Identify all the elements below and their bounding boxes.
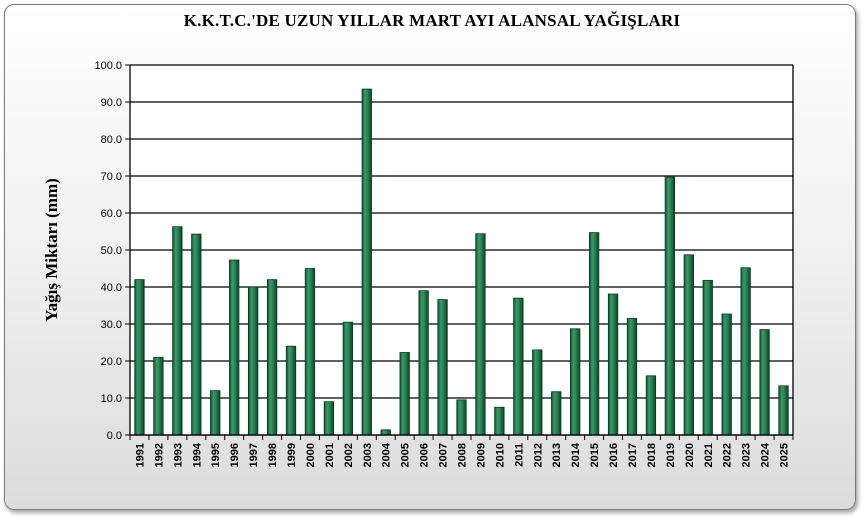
- x-tick-label: 2014: [570, 442, 582, 467]
- y-tick-label: 20.0: [101, 356, 122, 368]
- bar-2024: [759, 329, 770, 436]
- x-tick-label: 2025: [779, 443, 791, 467]
- bar-2003: [361, 88, 372, 436]
- bar-2011: [513, 297, 524, 436]
- y-tick-label: 90.0: [101, 97, 122, 109]
- bar-2007: [437, 299, 448, 436]
- x-tick-label: 2023: [741, 443, 753, 467]
- bar-2023: [740, 267, 751, 436]
- bar-1991: [134, 279, 145, 436]
- bar-1998: [266, 279, 278, 436]
- x-tick-label: 1995: [210, 443, 222, 467]
- x-tick-label: 2024: [760, 442, 772, 467]
- x-tick-label: 2011: [513, 443, 525, 467]
- bar-2001: [323, 401, 335, 436]
- y-tick-label: 50.0: [101, 245, 122, 257]
- bar-2008: [456, 399, 467, 436]
- x-tick-label: 2012: [532, 443, 544, 467]
- x-tick-label: 2004: [381, 442, 393, 467]
- y-tick-label: 70.0: [101, 171, 122, 183]
- x-tick-label: 2010: [494, 443, 506, 467]
- bar-1994: [191, 233, 202, 436]
- x-tick-label: 1994: [191, 442, 203, 467]
- x-tick-label: 2005: [400, 443, 412, 467]
- bar-2015: [588, 232, 600, 436]
- y-tick-label: 30.0: [101, 319, 122, 331]
- x-tick-label: 2003: [362, 443, 374, 467]
- bar-2004: [380, 429, 391, 436]
- bar-2016: [607, 293, 619, 436]
- bar-1999: [285, 345, 297, 436]
- x-tick-label: 2022: [722, 443, 734, 467]
- y-tick-label: 60.0: [101, 208, 122, 220]
- y-tick-label: 100.0: [94, 60, 122, 72]
- bar-2025: [778, 385, 789, 436]
- x-tick-label: 1993: [172, 443, 184, 467]
- x-tick-label: 2021: [703, 443, 715, 467]
- bar-1995: [210, 390, 221, 436]
- y-tick-label: 80.0: [101, 134, 122, 146]
- x-tick-label: 1999: [286, 443, 298, 467]
- x-tick-label: 2002: [343, 443, 355, 467]
- x-tick-label: 2006: [419, 443, 431, 467]
- x-tick-label: 2017: [627, 443, 639, 467]
- x-tick-label: 2019: [665, 443, 677, 467]
- chart-title: K.K.T.C.'DE UZUN YILLAR MART AYI ALANSAL…: [183, 11, 681, 30]
- bar-1996: [229, 259, 240, 436]
- x-tick-label: 2013: [551, 443, 563, 467]
- bar-2022: [721, 313, 732, 436]
- axes: [129, 65, 794, 436]
- bar-2002: [342, 321, 353, 436]
- x-tick-label: 2015: [589, 443, 601, 467]
- x-tick-label: 1997: [248, 443, 260, 467]
- y-tick-labels: 0.0 10.0 20.0 30.0 40.0 50.0 60.0 70.0 80.0 90.0 1…: [94, 60, 122, 442]
- bar-2000: [304, 268, 316, 436]
- bar-2013: [551, 391, 562, 436]
- x-tick-label: 2001: [324, 443, 336, 467]
- bar-2009: [475, 233, 486, 436]
- bar-2021: [702, 279, 713, 436]
- y-tick-label: 10.0: [101, 393, 122, 405]
- bar-1993: [172, 226, 183, 436]
- x-tick-label: 1998: [267, 443, 279, 467]
- x-tick-label: 1996: [229, 443, 241, 467]
- bar-2014: [570, 328, 581, 436]
- bar-1992: [153, 356, 164, 436]
- x-tick-label: 2000: [305, 443, 317, 467]
- x-tick-label: 2020: [684, 443, 696, 467]
- bars: [134, 88, 789, 436]
- y-tick-label: 40.0: [101, 282, 122, 294]
- bar-2017: [626, 318, 638, 436]
- bar-2018: [645, 375, 657, 436]
- x-tick-label: 2007: [438, 443, 450, 467]
- x-tick-label: 1991: [134, 443, 146, 467]
- bar-2019: [664, 176, 676, 436]
- bar-1997: [247, 286, 259, 436]
- bar-2006: [418, 290, 429, 436]
- x-tick-label: 1992: [153, 443, 165, 467]
- y-tick-label: 0.0: [107, 430, 122, 442]
- bar-2020: [683, 254, 694, 436]
- x-tick-labels: 1991 1992 1993 1994 1995 1996 1997 1998 1999 2000…: [129, 435, 794, 467]
- x-tick-label: 2008: [457, 443, 469, 467]
- bar-2010: [494, 406, 505, 436]
- x-tick-label: 2018: [646, 443, 658, 467]
- x-tick-label: 2016: [608, 443, 620, 467]
- x-tick-label: 2009: [475, 443, 487, 467]
- bar-2005: [399, 352, 410, 436]
- bar-2012: [532, 349, 543, 436]
